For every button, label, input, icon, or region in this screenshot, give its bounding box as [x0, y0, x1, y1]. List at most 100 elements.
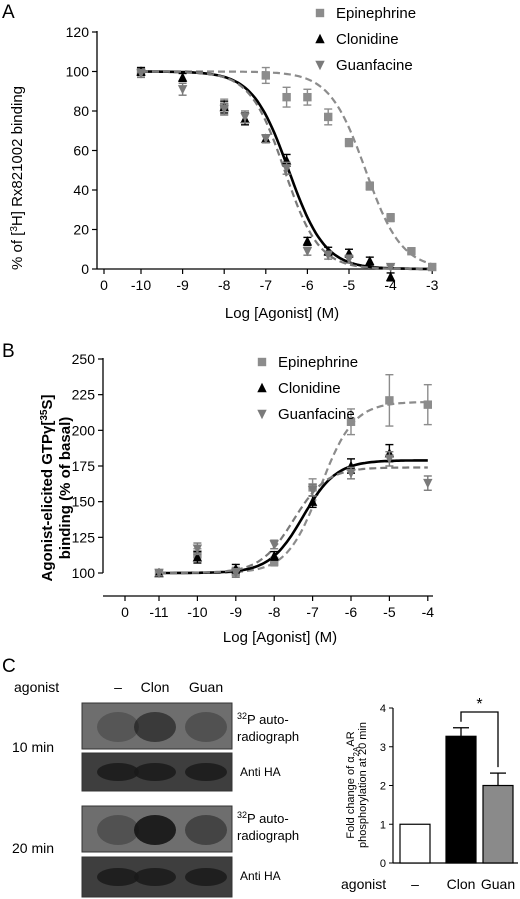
chart-b-x-tick-label: -6 [345, 604, 358, 620]
anti-ha-band [97, 868, 139, 886]
chart-a-point-guanfacine [344, 254, 354, 265]
chart-c-bar [482, 784, 514, 864]
chart-a-point-guanfacine [302, 247, 313, 257]
chart-a-point-guanfacine [177, 85, 188, 95]
chart-a-y-tick-label: 60 [73, 143, 89, 159]
chart-b-x-tick-label: -7 [306, 604, 319, 620]
chart-a-y-tick-label: 0 [81, 261, 89, 277]
chart-b-legend-label: Guanfacine [278, 406, 355, 423]
chart-a-xlabel: Log [Agonist] (M) [225, 305, 339, 322]
autoradiograph-band [185, 815, 227, 845]
chart-b-point-guanfacine [346, 468, 356, 479]
chart-c-bar [445, 735, 477, 864]
chart-a-y-tick-label: 40 [73, 182, 89, 198]
autoradiograph-band [185, 712, 227, 742]
chart-a-point-clonidine [302, 236, 313, 246]
chart-a-point-clonidine [385, 271, 396, 282]
anti-ha-band [185, 763, 227, 781]
chart-b-y-tick-label: 150 [72, 494, 96, 510]
anti-ha-band [185, 868, 227, 886]
chart-b-ylabel-line1: Agonist-elicited GTPγ[35S] [39, 395, 57, 582]
chart-b-x-tick-label: -9 [230, 604, 243, 620]
chart-c-ylabel-line2: phosphorylation at 20 min [357, 722, 369, 848]
chart-b-point-guanfacine [384, 454, 395, 465]
chart-c-y-tick-label: 4 [380, 703, 386, 715]
chart-a-x-tick-label: -8 [218, 277, 231, 293]
anti-ha-label-10: Anti HA [240, 765, 281, 779]
chart-a-point-guanfacine [323, 250, 333, 261]
autorad-label-20-line2: radiograph [237, 828, 299, 843]
chart-c-agonist-label: agonist [341, 876, 386, 892]
chart-c-bar [399, 823, 431, 864]
chart-b-ylabel-line2: binding (% of basal) [57, 417, 74, 560]
autoradiograph-band [134, 815, 176, 845]
chart-a-point-clonidine [177, 72, 188, 82]
chart-a-point-epinephrine [365, 181, 374, 191]
chart-b-point-guanfacine [423, 478, 433, 489]
anti-ha-label-20: Anti HA [240, 869, 281, 883]
chart-a-point-guanfacine [261, 134, 271, 144]
chart-b-x-tick-label: -10 [187, 604, 207, 620]
chart-a-x-tick-label: -9 [176, 277, 189, 293]
chart-a-point-epinephrine [428, 262, 437, 272]
chart-b-y-tick-label: 225 [72, 387, 96, 403]
chart-a-point-epinephrine [324, 112, 333, 122]
panel-a-letter: A [2, 2, 15, 23]
chart-a-y-tick-label: 100 [66, 64, 90, 80]
chart-b-y-tick-label: 100 [72, 565, 96, 581]
chart-a-point-guanfacine [136, 69, 146, 79]
chart-b-xlabel: Log [Agonist] (M) [223, 629, 337, 646]
chart-a: % of [3H] Rx821002 binding Log [Agonist]… [9, 5, 439, 322]
chart-b-point-clonidine [269, 550, 279, 561]
chart-b-fit-guanfacine [159, 466, 428, 575]
autoradiograph-band [97, 712, 139, 742]
chart-a-point-guanfacine [219, 104, 229, 115]
blot-time-20min: 20 min [12, 840, 54, 856]
chart-b-x-tick-label: 0 [121, 604, 129, 620]
chart-b-point-clonidine [307, 496, 318, 506]
chart-b-point-guanfacine [231, 568, 241, 579]
chart-a-fit-guanfacine [140, 70, 433, 271]
blot-time-10min: 10 min [12, 739, 54, 755]
chart-a-point-epinephrine [386, 213, 395, 222]
chart-b-x-tick-label: -4 [422, 604, 435, 620]
chart-b-point-guanfacine [269, 540, 279, 550]
chart-a-x-tick-label: -10 [131, 277, 151, 293]
chart-b-y-tick-label: 250 [72, 351, 96, 367]
autorad-label-10-line2: radiograph [237, 729, 299, 744]
chart-a-legend-marker [315, 33, 325, 44]
chart-a-point-epinephrine [344, 138, 354, 147]
chart-a-legend-label: Clonidine [336, 31, 399, 48]
chart-c-y-tick-label: 3 [380, 742, 386, 754]
chart-a-legend-marker [315, 60, 325, 71]
western-blot: agonist – Clon Guan 10 min 20 min 32P au… [12, 679, 299, 898]
chart-c: Fold change of α2AAR phosphorylation at … [341, 696, 518, 892]
autorad-label-10: 32P auto- [237, 711, 289, 727]
chart-c-category-label: – [411, 876, 419, 892]
chart-b-point-guanfacine [307, 486, 318, 496]
chart-b-x-tick-label: -5 [383, 604, 396, 620]
chart-a-y-tick-label: 80 [73, 103, 89, 119]
chart-b: Agonist-elicited GTPγ[35S] binding (% of… [39, 351, 435, 646]
chart-a-legend-label: Epinephrine [336, 5, 416, 22]
chart-b-point-epinephrine [270, 557, 279, 566]
chart-b-point-guanfacine [192, 544, 203, 554]
chart-c-significance-label: * [476, 696, 482, 713]
chart-c-significance-bracket [460, 711, 499, 768]
blot-lane-label: Guan [189, 679, 223, 695]
chart-b-point-epinephrine [385, 396, 394, 405]
chart-b-legend-marker [257, 357, 267, 367]
chart-b-x-tick-label: -8 [268, 604, 281, 620]
panel-b-letter: B [2, 341, 15, 362]
chart-a-x-tick-label: 0 [100, 277, 108, 293]
chart-a-y-tick-label: 20 [73, 222, 89, 238]
autorad-label-20: 32P auto- [237, 810, 289, 826]
chart-b-legend-label: Epinephrine [278, 354, 358, 371]
chart-b-point-clonidine [192, 552, 203, 562]
chart-b-point-guanfacine [154, 568, 164, 579]
chart-a-point-epinephrine [261, 71, 270, 80]
chart-c-category-label: Clon [447, 876, 476, 892]
anti-ha-band [97, 763, 139, 781]
chart-c-y-tick-label: 2 [380, 781, 386, 793]
chart-b-x-tick-label: -11 [149, 604, 168, 620]
